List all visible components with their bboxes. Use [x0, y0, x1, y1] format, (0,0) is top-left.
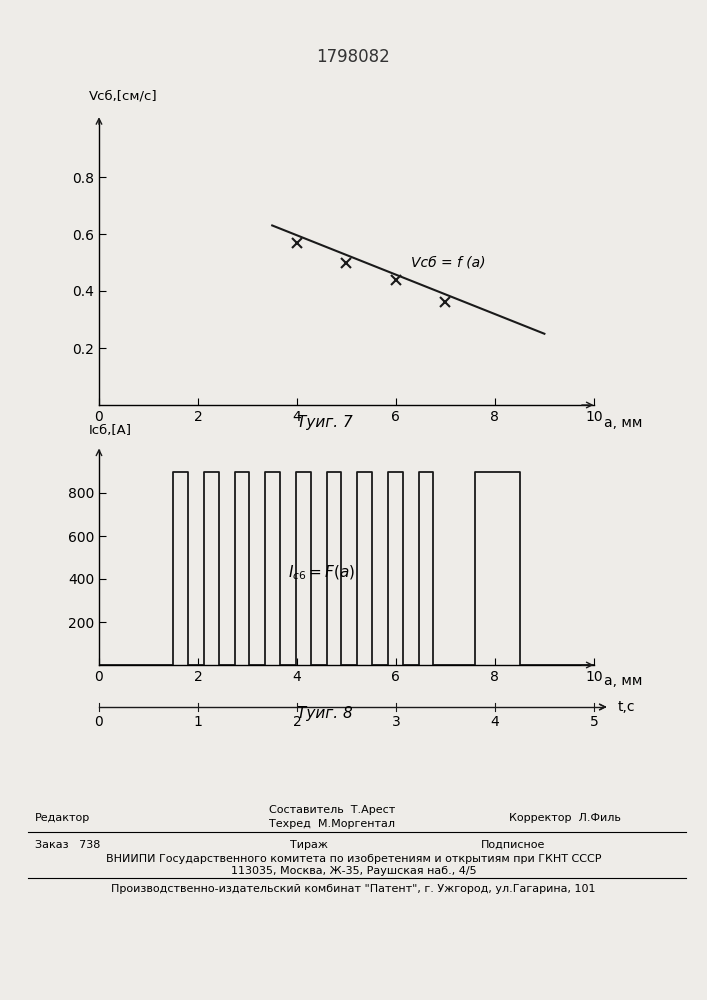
- Text: 2: 2: [293, 715, 301, 729]
- Text: a, мм: a, мм: [604, 674, 642, 688]
- Text: Корректор  Л.Филь: Корректор Л.Филь: [509, 813, 621, 823]
- Text: 113035, Москва, Ж-35, Раушская наб., 4/5: 113035, Москва, Ж-35, Раушская наб., 4/5: [230, 866, 477, 876]
- Text: 0: 0: [95, 715, 103, 729]
- Text: Тираж: Тираж: [290, 840, 328, 850]
- Text: Производственно-издательский комбинат "Патент", г. Ужгород, ул.Гагарина, 101: Производственно-издательский комбинат "П…: [111, 884, 596, 894]
- Text: 3: 3: [392, 715, 400, 729]
- Text: Редактор: Редактор: [35, 813, 90, 823]
- Text: Τуиг. 7: Τуиг. 7: [298, 415, 353, 430]
- Text: Τуиг. 8: Τуиг. 8: [298, 706, 353, 721]
- Text: t,c: t,c: [617, 700, 635, 714]
- Text: Составитель  Т.Арест: Составитель Т.Арест: [269, 805, 395, 815]
- Text: Подписное: Подписное: [481, 840, 545, 850]
- Text: 1: 1: [194, 715, 202, 729]
- Text: a, мм: a, мм: [604, 416, 642, 430]
- Text: Vсб,[см/с]: Vсб,[см/с]: [89, 90, 158, 103]
- Text: Vсб = f (a): Vсб = f (a): [411, 255, 485, 269]
- Text: 5: 5: [590, 715, 598, 729]
- Text: Заказ   738: Заказ 738: [35, 840, 100, 850]
- Text: Iсб,[А]: Iсб,[А]: [89, 424, 132, 437]
- Text: $I_{c6}=F(a)$: $I_{c6}=F(a)$: [288, 563, 355, 582]
- Text: 1798082: 1798082: [317, 48, 390, 66]
- Text: ВНИИПИ Государственного комитета по изобретениям и открытиям при ГКНТ СССР: ВНИИПИ Государственного комитета по изоб…: [106, 854, 601, 864]
- Text: Техред  М.Моргентал: Техред М.Моргентал: [269, 819, 395, 829]
- Text: 4: 4: [491, 715, 499, 729]
